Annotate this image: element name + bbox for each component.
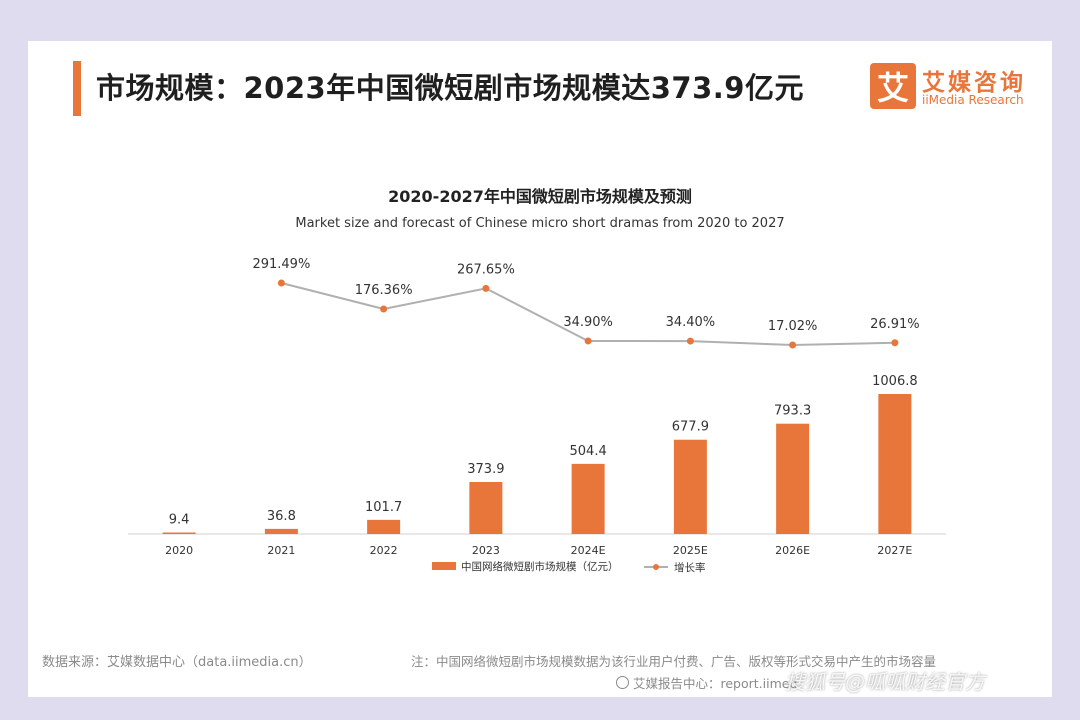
growth-label-2027E: 26.91% <box>870 317 920 332</box>
footer-report-center: 艾媒报告中心：report.iimed <box>616 673 797 692</box>
x-tick-2027E: 2027E <box>877 544 912 557</box>
footer-note: 注：中国网络微短剧市场规模数据为该行业用户付费、广告、版权等形式交易中产生的市场… <box>411 654 937 669</box>
logo-subtitle: iiMedia Research <box>922 93 1024 107</box>
legend-line-label: 增长率 <box>674 561 706 574</box>
growth-point-2022 <box>380 305 388 313</box>
bar-2026E <box>776 423 810 534</box>
bar-2025E <box>673 439 707 534</box>
bar-label-2027E: 1006.8 <box>872 374 918 389</box>
bar-2020 <box>162 532 196 534</box>
growth-label-2024E: 34.90% <box>563 315 613 330</box>
market-size-chart: 9.4 2020 36.8 2021 101.7 2022 373.9 2023 504.4 20… <box>128 257 946 574</box>
iimedia-logo: 艾 艾媒咨询 iiMedia Research <box>870 63 1040 111</box>
growth-label-2026E: 17.02% <box>768 319 818 334</box>
growth-label-2023: 267.65% <box>457 262 515 277</box>
bar-2024E <box>571 463 605 534</box>
footer-source: 数据来源：艾媒数据中心（data.iimedia.cn） <box>42 655 312 670</box>
bar-label-2022: 101.7 <box>365 500 402 515</box>
growth-label-2022: 176.36% <box>355 283 413 298</box>
report-card: 市场规模：2023年中国微短剧市场规模达373.9亿元 艾 艾媒咨询 iiMed… <box>28 41 1052 697</box>
logo-name: 艾媒咨询 <box>922 70 1026 96</box>
growth-point-2021 <box>277 279 285 287</box>
bar-2027E <box>878 394 912 534</box>
x-tick-2020: 2020 <box>165 544 193 557</box>
bar-2022 <box>367 519 401 534</box>
chart-title: 2020-2027年中国微短剧市场规模及预测 <box>388 187 692 206</box>
bar-label-2021: 36.8 <box>267 509 296 524</box>
logo-badge-icon: 艾 <box>870 63 916 109</box>
growth-point-2027E <box>891 339 899 347</box>
legend-bar-swatch <box>432 562 456 570</box>
x-tick-2025E: 2025E <box>673 544 708 557</box>
bar-label-2023: 373.9 <box>467 462 504 477</box>
bar-2021 <box>264 528 298 534</box>
x-tick-2021: 2021 <box>267 544 295 557</box>
growth-label-2021: 291.49% <box>252 257 310 272</box>
growth-label-2025E: 34.40% <box>666 315 716 330</box>
growth-point-2023 <box>482 284 490 292</box>
growth-point-2026E <box>789 341 797 349</box>
legend-bar-label: 中国网络微短剧市场规模（亿元） <box>461 560 619 573</box>
title-accent-bar <box>73 61 81 116</box>
chart-subtitle: Market size and forecast of Chinese micr… <box>295 216 785 231</box>
x-tick-2024E: 2024E <box>571 544 606 557</box>
bar-label-2026E: 793.3 <box>774 404 811 419</box>
x-tick-2023: 2023 <box>472 544 500 557</box>
growth-point-2024E <box>584 337 592 345</box>
x-tick-2022: 2022 <box>370 544 398 557</box>
bar-2023 <box>469 482 503 534</box>
legend-line-marker <box>653 564 659 570</box>
report-center-icon <box>616 676 629 689</box>
watermark: 搜狐号@呱呱财经官方 <box>785 670 985 694</box>
bar-label-2020: 9.4 <box>169 513 190 528</box>
growth-point-2025E <box>686 337 694 345</box>
x-tick-2026E: 2026E <box>775 544 810 557</box>
page-title: 市场规模：2023年中国微短剧市场规模达373.9亿元 <box>96 71 804 105</box>
bar-label-2024E: 504.4 <box>570 444 607 459</box>
report-center-text: 艾媒报告中心：report.iimed <box>633 676 798 691</box>
bar-label-2025E: 677.9 <box>672 420 709 435</box>
